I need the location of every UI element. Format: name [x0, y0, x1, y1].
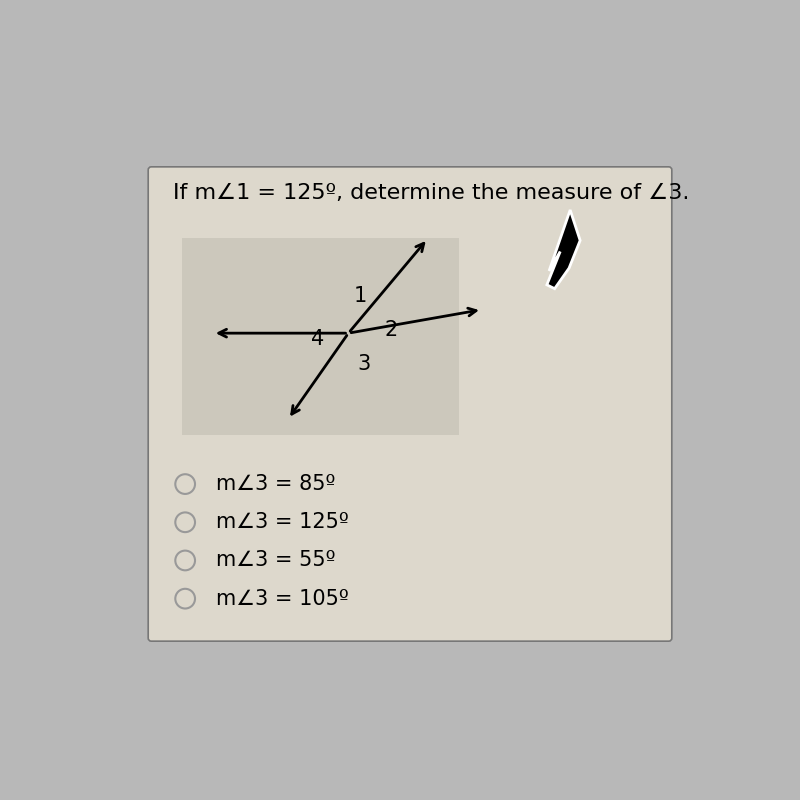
- Text: m∠3 = 55º: m∠3 = 55º: [216, 550, 335, 570]
- Circle shape: [175, 550, 195, 570]
- Text: m∠3 = 105º: m∠3 = 105º: [216, 589, 349, 609]
- Text: m∠3 = 125º: m∠3 = 125º: [216, 512, 349, 532]
- FancyBboxPatch shape: [148, 167, 672, 641]
- Text: 2: 2: [385, 320, 398, 340]
- FancyBboxPatch shape: [182, 238, 459, 435]
- Text: 4: 4: [311, 330, 324, 350]
- Circle shape: [175, 513, 195, 532]
- Circle shape: [175, 474, 195, 494]
- Text: 3: 3: [357, 354, 370, 374]
- Text: If m∠1 = 125º, determine the measure of ∠3.: If m∠1 = 125º, determine the measure of …: [173, 183, 690, 203]
- Text: 1: 1: [354, 286, 367, 306]
- Text: m∠3 = 85º: m∠3 = 85º: [216, 474, 335, 494]
- Circle shape: [175, 589, 195, 609]
- Polygon shape: [547, 210, 580, 289]
